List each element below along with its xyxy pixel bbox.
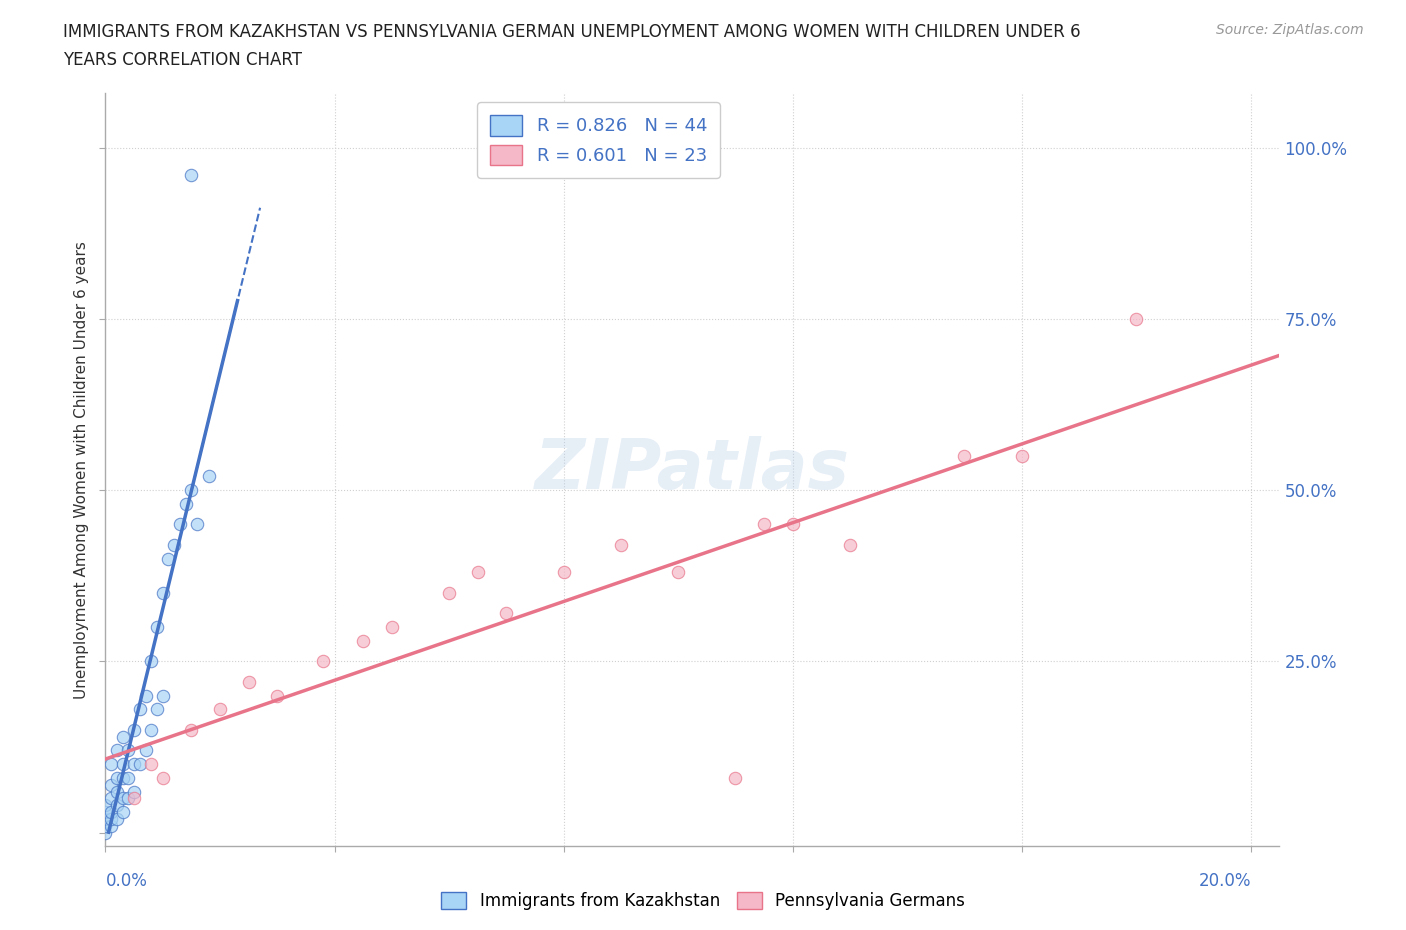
Point [381, 619, 404, 634]
Point [111, 770, 134, 785]
Text: 0.0%: 0.0% [105, 872, 148, 890]
Point [94, 798, 117, 813]
Text: IMMIGRANTS FROM KAZAKHSTAN VS PENNSYLVANIA GERMAN UNEMPLOYMENT AMONG WOMEN WITH : IMMIGRANTS FROM KAZAKHSTAN VS PENNSYLVAN… [63, 23, 1081, 41]
Point [141, 757, 163, 772]
Point [117, 790, 139, 805]
Point [100, 777, 122, 792]
Point [437, 586, 460, 601]
Point [163, 538, 186, 552]
Point [169, 517, 191, 532]
Point [128, 757, 150, 772]
Point [105, 770, 128, 785]
Point [122, 790, 145, 805]
Text: Source: ZipAtlas.com: Source: ZipAtlas.com [1216, 23, 1364, 37]
Point [94, 818, 117, 833]
Point [128, 702, 150, 717]
Point [752, 517, 775, 532]
Y-axis label: Unemployment Among Women with Children Under 6 years: Unemployment Among Women with Children U… [73, 241, 89, 698]
Point [1011, 448, 1033, 463]
Text: YEARS CORRELATION CHART: YEARS CORRELATION CHART [63, 51, 302, 69]
Point [141, 723, 163, 737]
Point [266, 688, 288, 703]
Point [197, 469, 219, 484]
Point [174, 497, 197, 512]
Point [122, 784, 145, 799]
Point [105, 812, 128, 827]
Point [146, 619, 169, 634]
Point [782, 517, 804, 532]
Point [117, 770, 139, 785]
Point [100, 804, 122, 819]
Point [105, 743, 128, 758]
Point [180, 483, 202, 498]
Text: 20.0%: 20.0% [1198, 872, 1251, 890]
Point [839, 538, 862, 552]
Point [953, 448, 976, 463]
Point [141, 654, 163, 669]
Point [152, 586, 174, 601]
Point [1125, 312, 1147, 326]
Text: ZIPatlas: ZIPatlas [534, 436, 851, 503]
Point [152, 770, 174, 785]
Point [111, 757, 134, 772]
Point [495, 606, 517, 621]
Point [352, 633, 374, 648]
Legend: Immigrants from Kazakhstan, Pennsylvania Germans: Immigrants from Kazakhstan, Pennsylvania… [434, 885, 972, 917]
Point [312, 654, 335, 669]
Point [122, 723, 145, 737]
Point [94, 804, 117, 819]
Legend: R = 0.826   N = 44, R = 0.601   N = 23: R = 0.826 N = 44, R = 0.601 N = 23 [477, 102, 720, 178]
Point [117, 743, 139, 758]
Point [105, 784, 128, 799]
Point [111, 790, 134, 805]
Point [610, 538, 633, 552]
Point [135, 743, 157, 758]
Point [100, 790, 122, 805]
Point [135, 688, 157, 703]
Point [157, 551, 180, 566]
Point [146, 702, 169, 717]
Point [100, 818, 122, 833]
Point [467, 565, 489, 579]
Point [100, 812, 122, 827]
Point [238, 674, 260, 689]
Point [100, 757, 122, 772]
Point [111, 729, 134, 744]
Point [208, 702, 231, 717]
Point [666, 565, 689, 579]
Point [180, 167, 202, 182]
Point [553, 565, 575, 579]
Point [724, 770, 747, 785]
Point [111, 804, 134, 819]
Point [152, 688, 174, 703]
Point [180, 723, 202, 737]
Point [94, 825, 117, 840]
Point [105, 798, 128, 813]
Point [186, 517, 208, 532]
Point [122, 757, 145, 772]
Point [94, 812, 117, 827]
